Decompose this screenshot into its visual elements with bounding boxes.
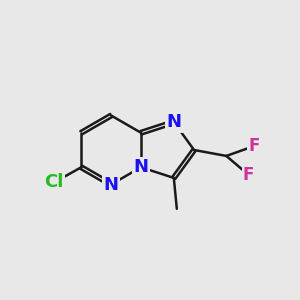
Text: N: N xyxy=(166,113,181,131)
Text: Cl: Cl xyxy=(44,173,64,191)
Text: N: N xyxy=(103,176,118,194)
Text: F: F xyxy=(243,166,254,184)
Text: F: F xyxy=(248,137,260,155)
Text: N: N xyxy=(134,158,148,176)
